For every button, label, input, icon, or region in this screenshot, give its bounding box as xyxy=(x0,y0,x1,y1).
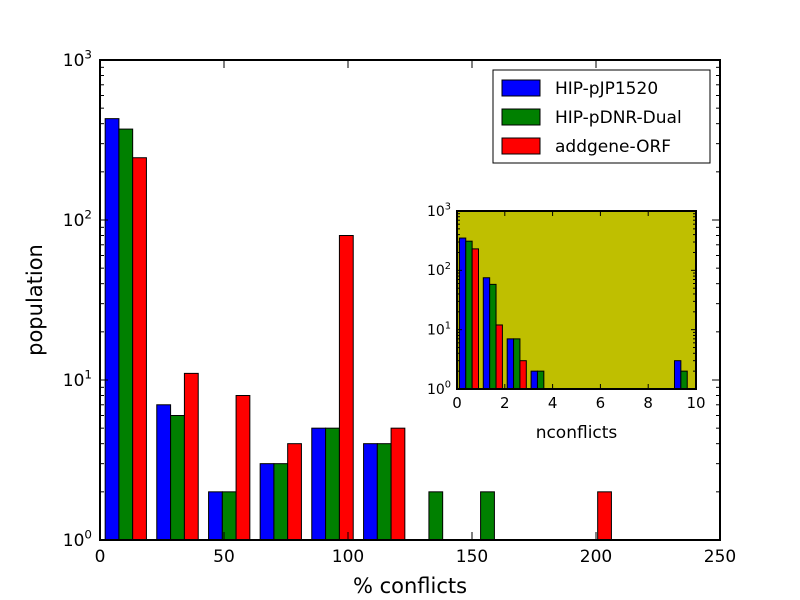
legend-label: addgene-ORF xyxy=(555,137,671,157)
inset-y-tick-label: 103 xyxy=(427,202,451,220)
inset-y-tick-exponent: 3 xyxy=(445,202,451,213)
y-axis-title: population xyxy=(23,244,47,356)
y-tick-label: 102 xyxy=(63,207,92,231)
y-tick-exponent: 1 xyxy=(84,367,92,381)
inset-y-tick-exponent: 2 xyxy=(445,261,451,272)
bar xyxy=(390,427,406,541)
inset-bar xyxy=(673,360,682,390)
inset-y-tick-exponent: 0 xyxy=(445,380,451,391)
inset-bar xyxy=(482,277,491,390)
bar xyxy=(259,463,275,541)
inset-bar xyxy=(519,360,527,390)
bar xyxy=(132,157,147,541)
bar xyxy=(287,443,302,541)
bar xyxy=(363,443,378,541)
bar xyxy=(170,414,185,541)
legend-label: HIP-pJP1520 xyxy=(555,79,658,99)
inset-bar xyxy=(506,338,515,390)
y-tick-base: 10 xyxy=(63,371,85,391)
bar xyxy=(118,128,134,541)
y-tick-label: 101 xyxy=(63,367,92,391)
y-tick-exponent: 0 xyxy=(84,527,92,541)
inset-y-tick-label: 101 xyxy=(427,320,451,338)
plot-frame xyxy=(99,59,721,541)
inset-y-tick-label: 100 xyxy=(427,380,451,398)
bar xyxy=(428,491,444,541)
inset-y-tick-base: 10 xyxy=(427,204,445,220)
bar xyxy=(480,491,495,541)
x-tick-label: 0 xyxy=(95,547,106,567)
legend-swatch xyxy=(501,108,541,126)
x-axis-title: % conflicts xyxy=(353,574,467,598)
inset-bar xyxy=(513,338,521,390)
inset-bar xyxy=(489,283,497,390)
x-tick-label: 250 xyxy=(704,547,736,567)
bar xyxy=(311,427,327,541)
inset-bar xyxy=(530,370,538,390)
inset-x-tick-label: 6 xyxy=(596,394,606,412)
inset-y-tick-base: 10 xyxy=(427,323,445,339)
bar xyxy=(183,372,199,541)
inset-y-tick-base: 10 xyxy=(427,263,445,279)
legend-swatch xyxy=(501,79,541,97)
y-tick-label: 100 xyxy=(63,527,92,551)
inset-y-tick-base: 10 xyxy=(427,382,445,398)
inset-bar xyxy=(536,370,545,390)
inset-plot-frame xyxy=(456,210,697,390)
x-tick-label: 150 xyxy=(456,547,488,567)
inset-bar xyxy=(680,370,688,390)
bar xyxy=(235,395,251,541)
inset-bar xyxy=(465,240,473,390)
y-tick-exponent: 2 xyxy=(84,207,92,221)
inset-bar xyxy=(458,237,467,390)
bar xyxy=(273,463,289,541)
bar xyxy=(104,118,120,541)
y-tick-base: 10 xyxy=(63,531,85,551)
bar xyxy=(376,443,392,541)
bar xyxy=(338,235,354,541)
inset-y-tick-exponent: 1 xyxy=(445,320,451,331)
x-tick-label: 50 xyxy=(213,547,235,567)
y-tick-base: 10 xyxy=(63,51,85,71)
inset-x-tick-label: 4 xyxy=(548,394,558,412)
legend-label: HIP-pDNR-Dual xyxy=(555,108,682,128)
inset-bar xyxy=(495,324,503,390)
bar xyxy=(597,491,612,541)
bar xyxy=(325,427,340,541)
x-tick-label: 100 xyxy=(332,547,364,567)
y-tick-exponent: 3 xyxy=(84,47,92,61)
y-tick-label: 103 xyxy=(63,47,92,71)
inset-x-tick-label: 8 xyxy=(643,394,653,412)
bar xyxy=(208,491,223,541)
x-tick-label: 200 xyxy=(580,547,612,567)
inset-x-tick-label: 0 xyxy=(452,394,462,412)
inset-x-axis-title: nconflicts xyxy=(536,423,618,443)
inset-bar xyxy=(471,248,480,390)
inset-y-tick-label: 102 xyxy=(427,261,451,279)
bar xyxy=(156,404,172,541)
y-tick-base: 10 xyxy=(63,211,85,231)
inset-x-tick-label: 2 xyxy=(500,394,510,412)
legend-swatch xyxy=(501,137,541,155)
inset-x-tick-label: 10 xyxy=(686,394,705,412)
